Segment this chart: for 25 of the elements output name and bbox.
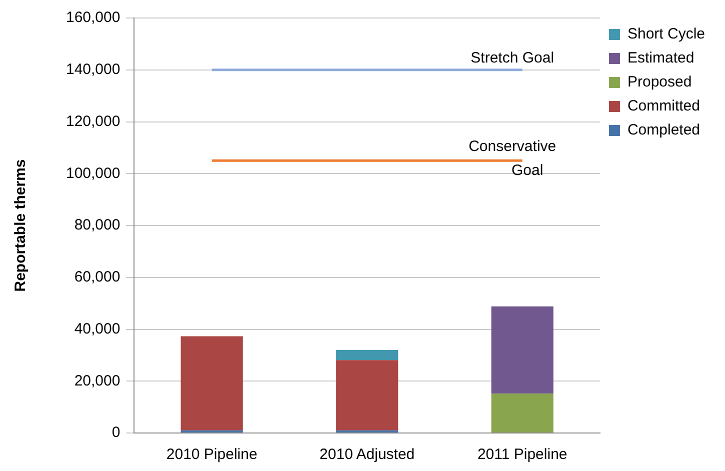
bar [491,394,554,432]
legend-label: Committed [627,98,700,115]
y-tick-label: 140,000 [66,61,120,78]
x-tick-label: 2011 Pipeline [477,446,568,464]
y-tick-label: 60,000 [74,268,120,286]
legend-label: Estimated [627,50,694,67]
x-tick-label: 2010 Adjusted [320,446,415,464]
y-tick-label: 40,000 [74,320,120,338]
y-tick-label: 20,000 [74,372,120,390]
y-tick-label: 80,000 [74,216,120,234]
y-tick-label: 0 [112,424,120,442]
y-tick-label: 100,000 [66,164,120,182]
y-tick-label: 160,000 [66,9,120,26]
bar [336,360,398,430]
legend-label: Proposed [627,74,692,91]
bar [491,306,554,394]
bar [336,350,398,360]
x-tick-label: 2010 Pipeline [166,446,258,464]
y-tick-label: 120,000 [66,112,120,130]
series-label: Stretch Goal [470,50,554,67]
series-label: Conservative Goal [468,138,556,179]
bar [180,336,243,430]
legend-label: Completed [627,122,700,139]
y-axis-title: Reportable therms [12,159,30,292]
legend-label: Short Cycle [627,26,706,43]
